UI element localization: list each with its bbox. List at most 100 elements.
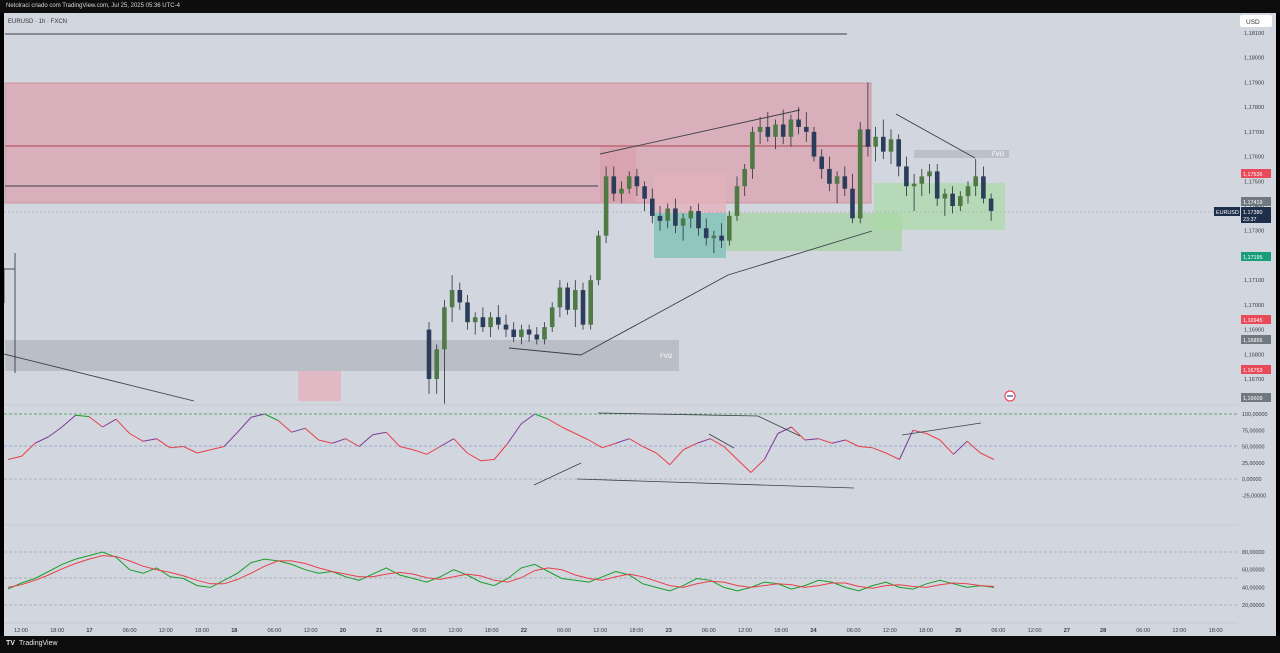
candle-body (657, 215, 663, 221)
time-tick-label: 12:00 (304, 628, 318, 634)
time-tick-label: 06:00 (123, 628, 137, 634)
chart-frame: FVG FVG 1,18100 1,18000 1,17900 1,17800 1,17… (3, 13, 1276, 636)
tradingview-logo-icon[interactable]: TV (6, 640, 15, 647)
time-tick-label: 06:00 (1136, 628, 1150, 634)
price-badge-label: EURUSD (1216, 210, 1239, 216)
candle-body (426, 329, 432, 379)
rsi-segment (885, 452, 900, 460)
snapshot-title: Netolraci criado com TradingView.com, Ju… (6, 3, 180, 9)
price-badge-label: 1,16945 (1243, 318, 1263, 324)
rsi-segment (710, 438, 725, 447)
price-axis (1238, 13, 1276, 636)
price-badge-label: 23:37 (1243, 217, 1257, 223)
rsi-segment (291, 427, 306, 433)
time-tick-label: 12:00 (593, 628, 607, 634)
rsi-segment (34, 436, 49, 444)
rsi-tick-label: 0,00000 (1242, 477, 1262, 483)
time-tick-label: 18:00 (485, 628, 499, 634)
rsi-segment (210, 446, 225, 451)
currency-label[interactable]: USD (1246, 19, 1260, 26)
time-tick-label: 06:00 (412, 628, 426, 634)
candle-body (919, 176, 925, 184)
price-tick-label: 1,17300 (1244, 229, 1264, 235)
time-tick-label: 28 (1100, 628, 1106, 634)
candle-body (888, 139, 894, 152)
rsi-segment (723, 446, 738, 460)
candle-body (549, 307, 555, 328)
candle-body (927, 171, 932, 177)
zone-grey-fvg-high (914, 150, 1009, 158)
time-tick-label: 25 (955, 628, 961, 634)
rsi-segment (439, 438, 454, 447)
rsi-segment (642, 446, 657, 454)
time-tick-label: 12:00 (448, 628, 462, 634)
stoch-k-line (7, 551, 995, 592)
candle-body (765, 126, 771, 137)
time-tick-label: 18:00 (50, 628, 64, 634)
time-tick-label: 06:00 (991, 628, 1005, 634)
candle-body (750, 131, 755, 169)
rsi-segment (588, 439, 603, 449)
rsi-segment (750, 459, 765, 473)
candle-body (857, 129, 863, 219)
rsi-segment (318, 439, 333, 444)
rsi-segment (413, 449, 427, 455)
price-badge-label: 1,17419 (1243, 200, 1263, 206)
rsi-tick-label: 100,00000 (1242, 412, 1267, 418)
brand-label[interactable]: TradingView (19, 640, 58, 647)
price-tick-label: 1,17700 (1244, 130, 1264, 136)
candle-body (711, 235, 717, 239)
price-tick-label: 1,17600 (1244, 155, 1264, 161)
rsi-lines-group (7, 413, 995, 473)
rsi-segment (953, 440, 968, 455)
candle-body (850, 188, 855, 219)
candle-body (588, 280, 593, 325)
rsi-axis-group: 100,00000 75,00000 50,00000 25,00000 0,00000… (1242, 412, 1267, 499)
candle-body (811, 131, 817, 157)
candle-body (488, 317, 493, 328)
price-tick-label: 1,17500 (1244, 179, 1264, 185)
time-tick-label: 12:00 (738, 628, 752, 634)
rsi-segment (75, 414, 90, 418)
rsi-segment (426, 446, 441, 455)
rsi-segment (791, 426, 806, 441)
candle-body (526, 329, 532, 335)
rsi-segment (966, 440, 981, 454)
symbol-line: EURUSD · 1h · FXCN (8, 19, 67, 25)
price-pane (4, 13, 1238, 403)
candle-body (703, 228, 709, 239)
candle-body (973, 176, 978, 187)
candle-body (434, 349, 439, 379)
rsi-segment (507, 423, 522, 444)
price-badge (1241, 169, 1271, 178)
rsi-segment (493, 442, 509, 460)
currency-box[interactable] (1240, 15, 1272, 27)
price-badge-label: 1,16609 (1243, 396, 1263, 402)
rsi-segment (156, 438, 171, 449)
candle-body (950, 193, 955, 206)
rsi-segment (304, 427, 319, 441)
candle-body (611, 176, 617, 194)
candle-body (981, 176, 986, 199)
candle-body (896, 139, 901, 167)
supply-zone-line (5, 145, 871, 147)
rsi-segment (898, 430, 914, 460)
rsi-segment (61, 414, 76, 428)
time-tick-label: 06:00 (702, 628, 716, 634)
candle-body (465, 302, 470, 323)
candle-body (719, 235, 724, 241)
fvg-label-low: FVG (660, 354, 673, 360)
chart-canvas[interactable]: FVG FVG 1,18100 1,18000 1,17900 1,17800 1,17… (3, 13, 1276, 636)
time-tick-label: 18:00 (1209, 628, 1223, 634)
candle-body (626, 176, 632, 189)
price-tick-label: 1,17800 (1244, 105, 1264, 111)
candle-body (819, 156, 824, 169)
candle-body (449, 290, 455, 308)
rsi-trendlines (533, 412, 982, 489)
rsi-segment (520, 413, 536, 425)
rsi-segment (332, 438, 346, 444)
candle-body (650, 198, 655, 216)
candle-body (773, 124, 778, 137)
candle-body (511, 329, 516, 337)
rsi-segment (602, 442, 616, 449)
